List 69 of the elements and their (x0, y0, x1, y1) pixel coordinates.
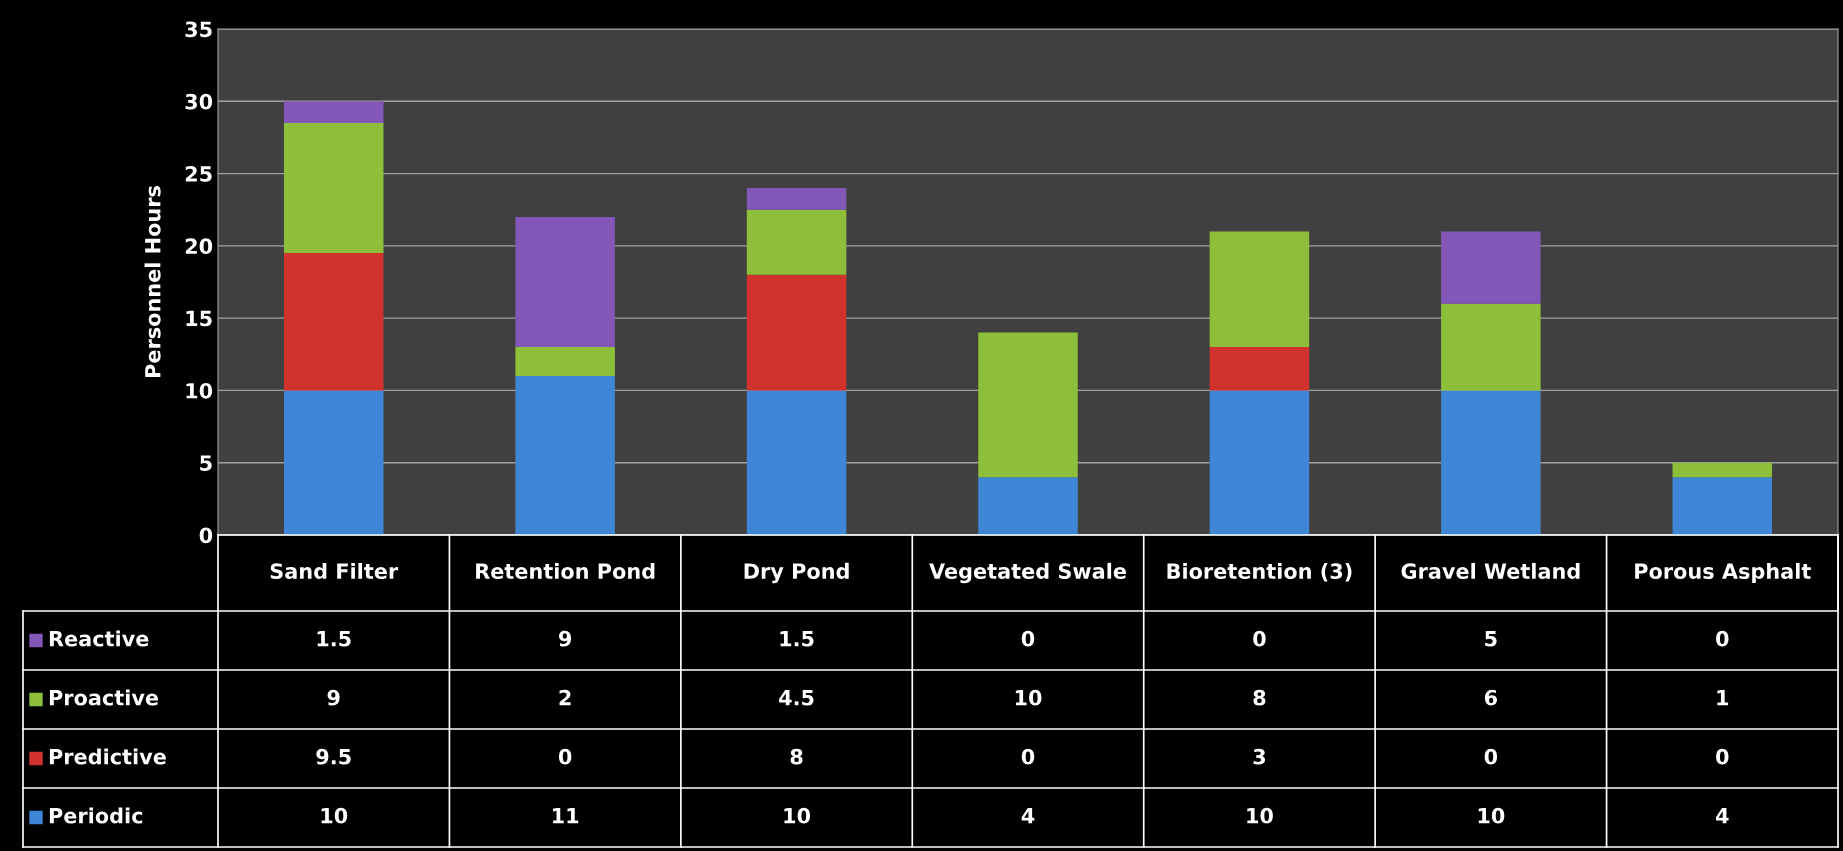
bar (746, 209, 847, 275)
y-tick-label: 5 (200, 455, 212, 471)
data-label: 3 (1253, 748, 1266, 765)
data-label: 10 (1015, 689, 1042, 706)
data-label: 10 (1478, 807, 1505, 824)
y-tick-label: 35 (185, 21, 212, 38)
data-label: 0 (1716, 630, 1729, 647)
data-label: 1.5 (780, 631, 814, 647)
data-label: 9 (327, 689, 340, 706)
bar (515, 347, 615, 376)
legend-label: Periodic (49, 807, 143, 824)
data-label: 0 (1021, 630, 1035, 647)
legend-label: Proactive (49, 689, 159, 706)
bar (515, 216, 615, 348)
bar (746, 390, 847, 535)
data-label: 2 (559, 689, 571, 706)
y-tick-label: 25 (185, 166, 212, 182)
bar (1441, 390, 1541, 535)
data-label: 0 (1021, 748, 1035, 765)
bar (1441, 303, 1541, 391)
data-label: 1 (1717, 690, 1729, 706)
y-tick-label: 20 (185, 238, 213, 255)
legend-label: Predictive (49, 748, 166, 765)
bar (1441, 231, 1541, 304)
x-tick-label: Porous Asphalt (1635, 562, 1811, 584)
data-label: 8 (1253, 689, 1266, 706)
x-tick-label: Retention Pond (476, 562, 655, 580)
bar (746, 188, 847, 210)
bar (978, 477, 1078, 535)
data-label: 0 (1253, 630, 1266, 647)
data-label: 0 (558, 748, 572, 765)
data-label: 11 (553, 808, 579, 824)
data-label: 5 (1485, 631, 1497, 647)
data-label: 8 (790, 748, 803, 765)
bar (978, 332, 1078, 478)
y-tick-label: 30 (185, 93, 213, 110)
y-tick-label: 0 (199, 527, 213, 544)
data-label: 4 (1715, 808, 1729, 824)
bar (283, 390, 384, 535)
data-label: 10 (784, 807, 811, 824)
data-label: 9.5 (316, 748, 351, 765)
data-label: 6 (1484, 689, 1497, 706)
x-tick-label: Sand Filter (270, 562, 399, 580)
y-tick-label: 15 (186, 310, 212, 327)
bar (283, 122, 384, 254)
data-label: 4 (1021, 808, 1035, 824)
x-tick-label: Gravel Wetland (1401, 562, 1580, 580)
data-label: 10 (1247, 807, 1273, 824)
data-label: 0 (1716, 748, 1729, 765)
bar (283, 101, 384, 123)
data-label: 4.5 (779, 690, 814, 706)
bar (1209, 347, 1310, 391)
data-label: 1.5 (317, 631, 351, 647)
y-axis-title: Personnel Hours (144, 186, 161, 377)
data-label: 10 (321, 807, 348, 824)
y-tick-label: 10 (186, 382, 213, 399)
data-label: 9 (558, 630, 572, 647)
x-tick-label: Dry Pond (744, 562, 849, 584)
bar (746, 274, 847, 391)
x-tick-label: Vegetated Swale (929, 562, 1126, 584)
bar (1672, 477, 1773, 535)
bar (1209, 390, 1310, 535)
bar (1209, 231, 1310, 348)
bar (283, 253, 384, 391)
data-label: 0 (1484, 748, 1498, 765)
bar (515, 375, 615, 535)
legend-label: Reactive (49, 630, 149, 647)
bar (1672, 462, 1773, 478)
x-tick-label: Bioretention (3) (1167, 562, 1352, 582)
